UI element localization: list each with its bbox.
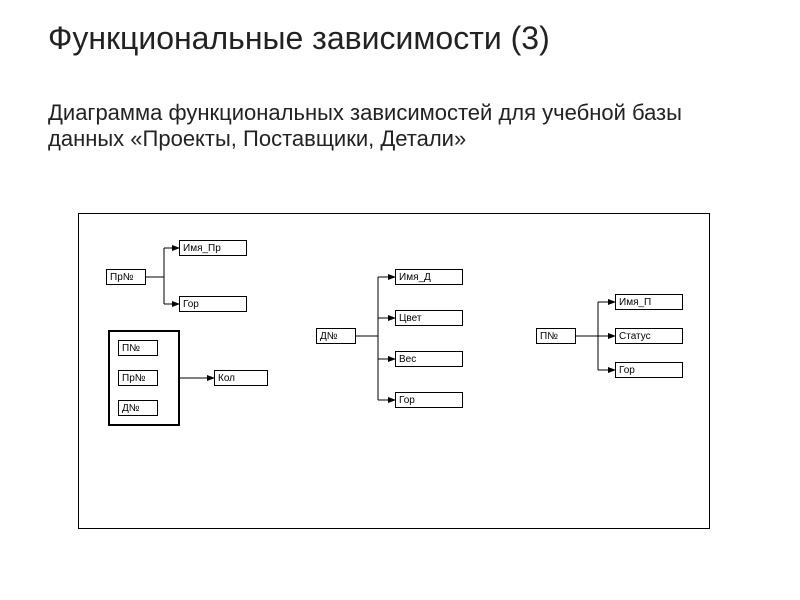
entity-box-ves: Вес	[395, 351, 463, 367]
entity-box-gor1: Гор	[179, 296, 247, 312]
entity-box-imya_pr: Имя_Пр	[179, 240, 247, 256]
entity-box-p_no: П№	[536, 328, 576, 344]
entity-box-gor2: Гор	[395, 392, 463, 408]
page-subtitle: Диаграмма функциональных зависимостей дл…	[48, 100, 748, 153]
entity-box-d_no: Д№	[316, 328, 356, 344]
entity-box-d_no_g: Д№	[118, 400, 158, 416]
entity-box-status: Статус	[615, 328, 683, 344]
entity-box-p_no_g: П№	[118, 340, 158, 356]
entity-box-pr_no: Пр№	[106, 269, 146, 285]
entity-box-kol: Кол	[214, 370, 268, 386]
entity-box-pr_no_g: Пр№	[118, 370, 158, 386]
entity-box-imya_d: Имя_Д	[395, 269, 463, 285]
entity-box-tsvet: Цвет	[395, 310, 463, 326]
entity-box-gor3: Гор	[615, 362, 683, 378]
page-title: Функциональные зависимости (3)	[48, 20, 550, 57]
entity-box-imya_p: Имя_П	[615, 294, 683, 310]
